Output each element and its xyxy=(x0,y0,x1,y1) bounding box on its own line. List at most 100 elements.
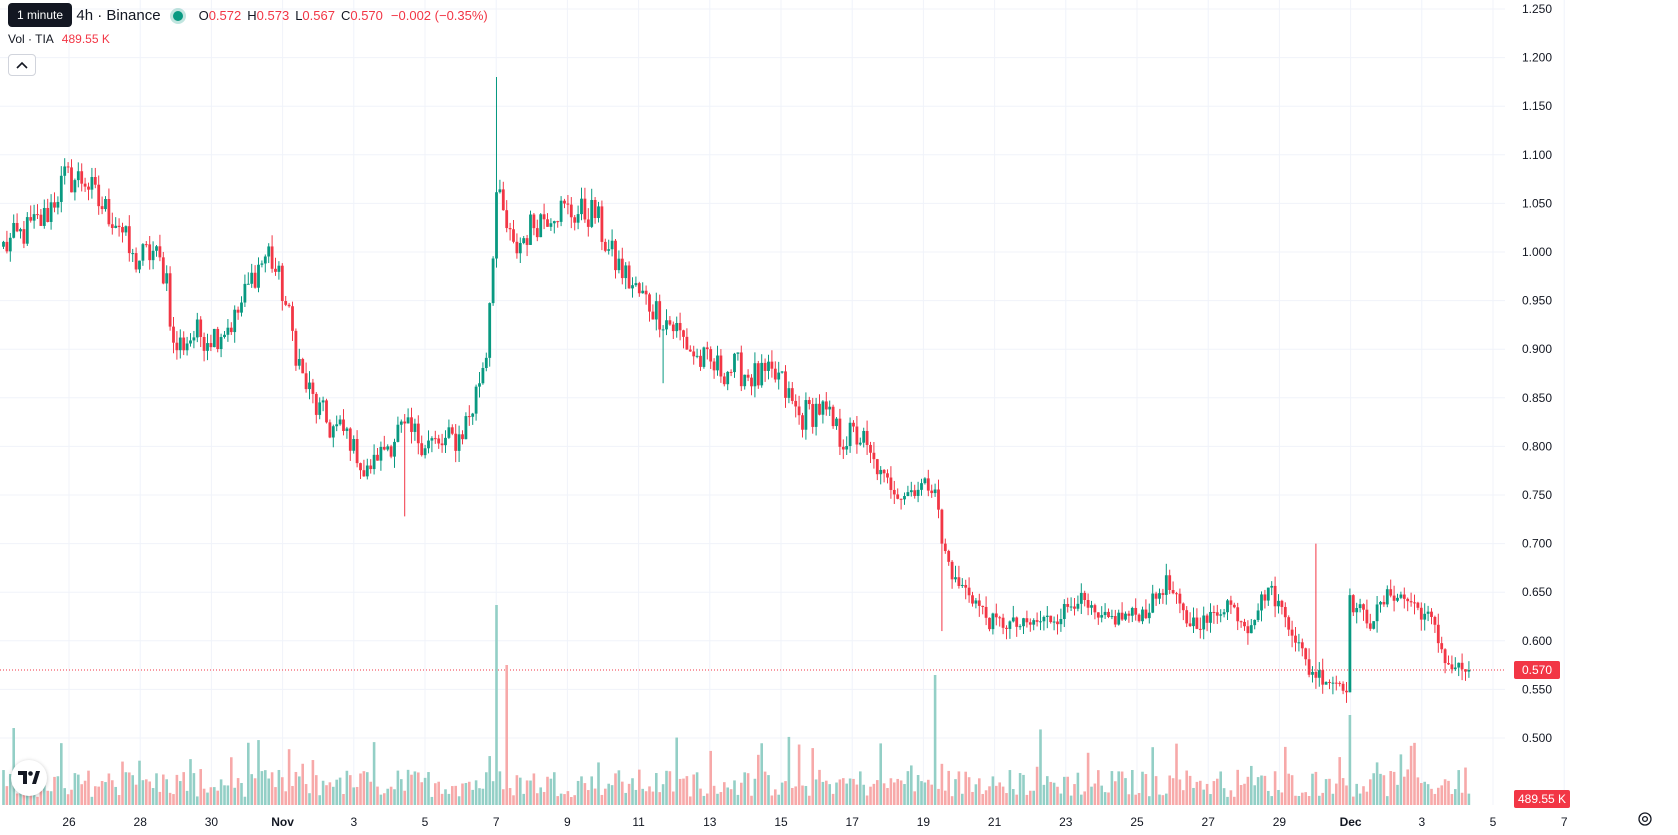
volume-bar xyxy=(624,792,627,805)
volume-bar xyxy=(621,781,624,805)
volume-bar xyxy=(1144,774,1148,805)
candle-body xyxy=(362,470,366,477)
volume-bar xyxy=(495,605,498,805)
candle-body xyxy=(206,343,209,351)
volume-bar xyxy=(655,773,658,805)
candle-body xyxy=(1232,604,1236,608)
volume-bar xyxy=(743,772,746,805)
volume-bar xyxy=(580,776,583,805)
volume-bar xyxy=(1406,769,1409,805)
volume-bar xyxy=(1090,786,1093,805)
candle-body xyxy=(583,198,587,220)
volume-bar xyxy=(893,782,896,805)
volume-bar xyxy=(757,754,760,805)
candle-body xyxy=(569,204,573,218)
candle-body xyxy=(814,403,818,427)
candle-body xyxy=(1239,621,1243,623)
candle-body xyxy=(464,416,468,440)
candle-body xyxy=(454,433,458,451)
candle-body xyxy=(192,337,196,341)
price-tick-label: 1.000 xyxy=(1522,245,1552,259)
candle-body xyxy=(950,561,954,580)
volume-bar xyxy=(1454,789,1457,805)
candle-body xyxy=(682,330,685,337)
volume-bar xyxy=(66,794,70,805)
candle-body xyxy=(457,434,461,451)
volume-bar xyxy=(607,783,610,805)
volume-bar xyxy=(587,790,590,805)
candle-body xyxy=(872,452,876,460)
volume-bar xyxy=(281,777,284,805)
volume-bar xyxy=(1246,776,1250,805)
volume-bar xyxy=(1464,767,1467,805)
price-axis[interactable]: 1.250 1.200 1.150 1.100 1.050 1.000 0.950 0.900… xyxy=(1522,2,1552,745)
volume-bar xyxy=(60,743,63,805)
volume-bar xyxy=(1287,773,1290,805)
volume-bar xyxy=(104,782,107,805)
volume-bar xyxy=(1097,770,1100,805)
volume-bar xyxy=(872,783,876,805)
candle-body xyxy=(1066,604,1070,607)
volume-bar xyxy=(780,782,784,805)
candle-body xyxy=(348,428,352,451)
volume-bar xyxy=(1233,796,1236,805)
volume-bar xyxy=(1001,786,1005,805)
volume-bar xyxy=(967,777,971,805)
volume-bar xyxy=(845,783,848,805)
volume-bar xyxy=(277,769,281,805)
volume-bar xyxy=(944,790,947,805)
candle-body xyxy=(1076,603,1080,609)
candle-body xyxy=(614,240,617,271)
volume-bar xyxy=(1369,779,1372,805)
volume-bar xyxy=(1392,771,1396,805)
volume-bar xyxy=(1284,746,1287,805)
volume-bar xyxy=(1256,777,1260,805)
volume-bar xyxy=(1358,793,1362,805)
gear-icon[interactable] xyxy=(1636,810,1654,828)
volume-bar xyxy=(1212,781,1216,805)
candle-body xyxy=(49,202,53,222)
candle-body xyxy=(151,250,155,261)
price-tick-label: 0.750 xyxy=(1522,488,1552,502)
candle-body xyxy=(488,303,492,358)
candle-body xyxy=(1290,629,1294,636)
volume-bar xyxy=(1046,776,1049,805)
volume-bar xyxy=(882,783,886,805)
candle-body xyxy=(787,388,791,398)
volume-bar xyxy=(2,770,5,805)
candle-body xyxy=(1260,594,1263,611)
candle-body xyxy=(1062,604,1066,620)
volume-bar xyxy=(1205,783,1209,805)
candle-body xyxy=(287,304,291,307)
volume-label[interactable]: Vol · TIA xyxy=(8,32,54,46)
volume-bar xyxy=(740,782,743,805)
volume-bar xyxy=(614,773,617,805)
volume-bar xyxy=(393,789,396,805)
volume-bar xyxy=(1161,795,1165,805)
candle-body xyxy=(685,336,689,350)
candle-body xyxy=(314,393,318,415)
volume-bar xyxy=(896,778,899,805)
candle-body xyxy=(984,606,988,618)
candle-body xyxy=(913,490,917,496)
volume-bar xyxy=(787,736,791,805)
time-axis[interactable]: 26 28 30 Nov 3 5 7 9 11 13 15 17 19 21 23 25 27 29 Dec 3 5 7 xyxy=(62,815,1568,829)
candle-body xyxy=(780,371,784,373)
candle-body xyxy=(501,189,505,211)
candle-body xyxy=(746,374,750,378)
collapse-legend-button[interactable] xyxy=(8,54,36,76)
volume-bar xyxy=(485,772,488,805)
volume-bar xyxy=(559,793,563,805)
volume-bar xyxy=(760,743,763,805)
tradingview-logo-icon[interactable] xyxy=(11,760,47,796)
volume-bar xyxy=(335,779,338,805)
volume-bar xyxy=(315,775,318,805)
volume-bar xyxy=(583,783,587,805)
candle-body xyxy=(753,363,757,387)
volume-bar xyxy=(1447,780,1450,805)
candle-body xyxy=(556,221,560,223)
volume-bar xyxy=(46,790,49,805)
volume-bar xyxy=(1416,777,1420,805)
